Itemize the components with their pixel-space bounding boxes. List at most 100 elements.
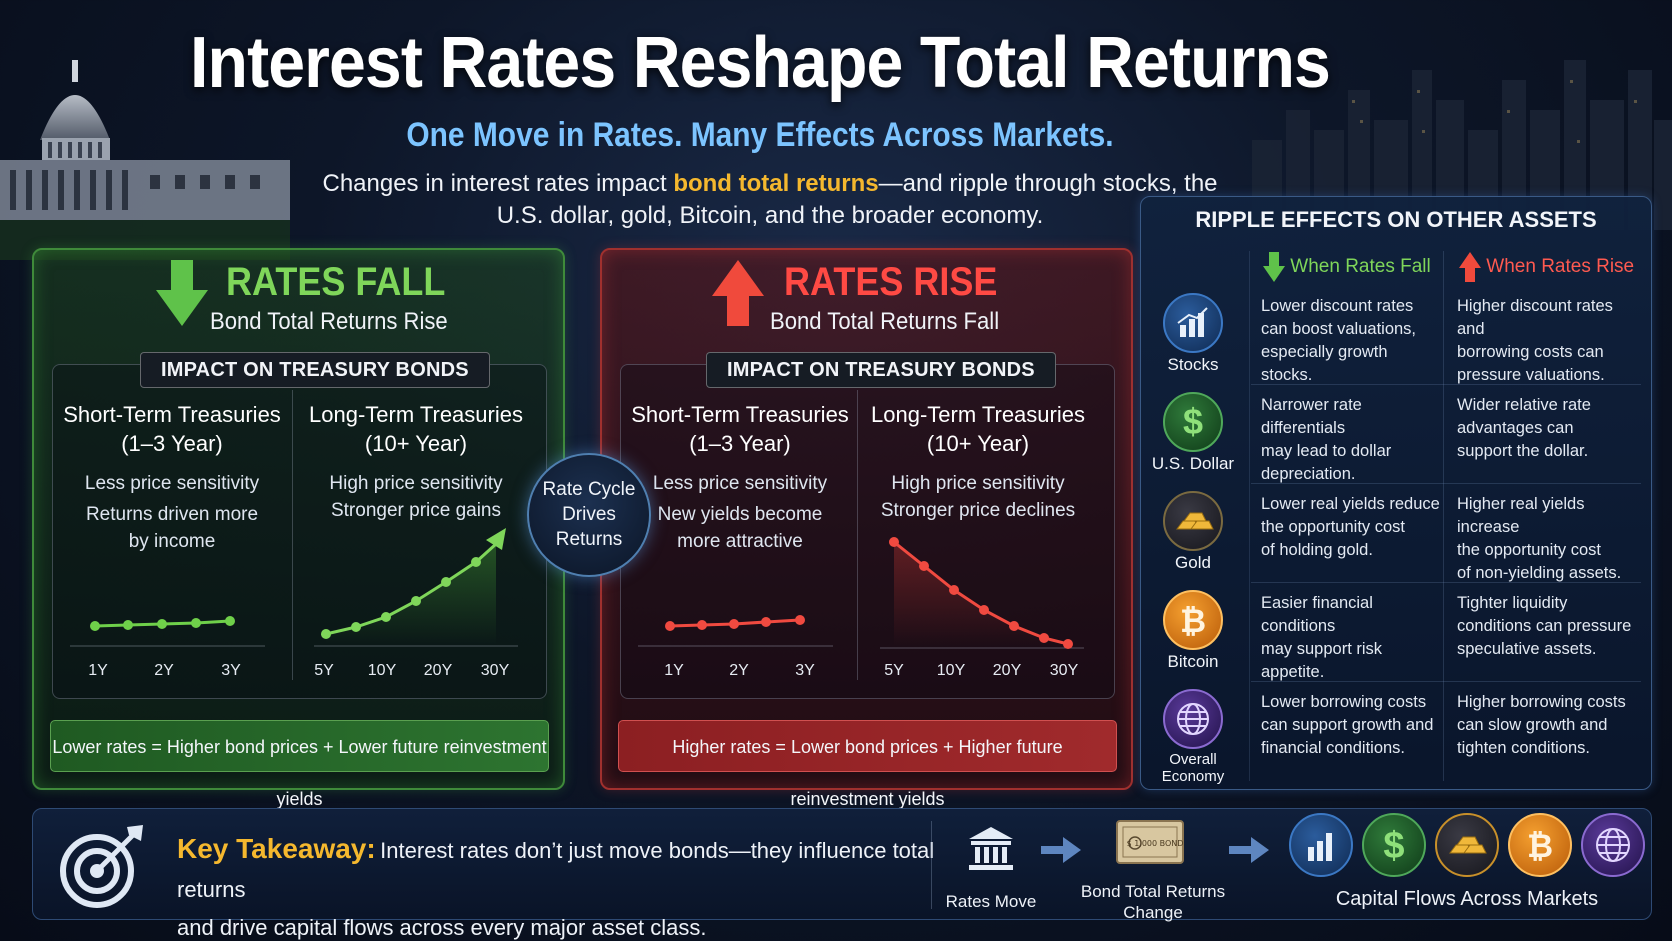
effect-line: speculative assets. — [1457, 640, 1597, 658]
long-term-range: (10+ Year) — [926, 431, 1030, 456]
effect-when-rise: Wider relative rate advantages can suppo… — [1457, 394, 1637, 463]
intro-text-start: Changes in interest rates impact — [322, 170, 674, 197]
axis-tick: 20Y — [992, 662, 1022, 679]
axis-tick: 3Y — [221, 662, 241, 679]
axis-tick: 10Y — [367, 662, 397, 679]
bond-certificate-text: $ 1,000 BOND — [1127, 839, 1184, 848]
long-term-price-chart — [314, 528, 518, 647]
long-term-column: Long-Term Treasuries (10+ Year) High pri… — [296, 400, 536, 524]
column-divider — [1443, 251, 1444, 781]
effect-line: of holding gold. — [1261, 541, 1373, 559]
ripple-row-economy: Overall Economy Lower borrowing costs ca… — [1141, 681, 1651, 785]
asset-label: Gold — [1175, 553, 1211, 572]
flow-step-label: Capital Flows Across Markets — [1335, 888, 1599, 910]
effect-line: financial conditions. — [1261, 739, 1406, 757]
effect-line: appetite. — [1261, 663, 1325, 681]
bar-chart-icon — [1289, 813, 1353, 877]
ripple-row-dollar: $ U.S. Dollar Narrower rate differential… — [1141, 384, 1651, 483]
long-term-price-chart — [880, 537, 1084, 649]
ripple-effects-panel: RIPPLE EFFECTS ON OTHER ASSETS When Rate… — [1140, 196, 1652, 790]
short-term-price-chart — [70, 616, 265, 647]
effect-line: may lead to dollar — [1261, 442, 1392, 460]
long-term-title: Long-Term Treasuries — [871, 402, 1085, 427]
svg-text:$: $ — [1183, 401, 1203, 442]
effect-line: may support risk — [1261, 640, 1383, 658]
column-divider — [292, 390, 293, 680]
takeaway-text: and drive capital flows across every maj… — [177, 915, 707, 940]
effect-line: Narrower rate differentials — [1261, 396, 1362, 437]
long-term-note: High price sensitivity — [329, 473, 503, 494]
effect-line: can support growth and — [1261, 716, 1434, 734]
takeaway-text-block: Key Takeaway: Interest rates don’t just … — [177, 831, 957, 941]
rate-cycle-text: Returns — [555, 529, 623, 550]
effect-when-rise: Higher discount rates and borrowing cost… — [1457, 295, 1637, 387]
short-term-column: Short-Term Treasuries (1–3 Year) Less pr… — [620, 400, 860, 555]
effect-when-fall: Easier financial conditions may support … — [1261, 592, 1441, 684]
effect-when-fall: Lower discount rates can boost valuation… — [1261, 295, 1441, 387]
flow-step-label: Rates Move — [945, 892, 1037, 911]
impact-tag: IMPACT ON TREASURY BONDS — [706, 352, 1056, 388]
effect-line: tighten conditions. — [1457, 739, 1591, 757]
short-term-title: Short-Term Treasuries — [631, 402, 849, 427]
col-head-fall: When Rates Fall — [1263, 249, 1431, 285]
rates-rise-panel: RATES RISE Bond Total Returns Fall IMPAC… — [600, 248, 1133, 809]
bitcoin-icon: ₿ — [1508, 813, 1572, 877]
dollar-icon: $ — [1163, 392, 1223, 452]
short-term-note: New yields become — [657, 504, 823, 525]
rates-fall-title: RATES FALL — [226, 260, 446, 304]
page-title: Interest Rates Reshape Total Returns — [190, 23, 1331, 103]
bank-building-icon — [969, 827, 1013, 870]
effect-line: Tighter liquidity — [1457, 594, 1568, 612]
long-term-range: (10+ Year) — [364, 431, 468, 456]
long-term-note: Stronger price gains — [330, 500, 502, 521]
effect-line: the opportunity cost — [1457, 541, 1602, 559]
axis-tick: 2Y — [729, 662, 749, 679]
svg-text:₿: ₿ — [1527, 827, 1553, 865]
short-term-range: (1–3 Year) — [689, 431, 791, 456]
rates-rise-title: RATES RISE — [784, 260, 998, 304]
row-divider — [1251, 483, 1641, 484]
svg-text:$: $ — [1383, 825, 1404, 867]
divider — [931, 821, 932, 909]
effect-line: Lower discount rates — [1261, 297, 1414, 315]
effect-line: can boost valuations, — [1261, 320, 1417, 338]
column-divider — [1249, 251, 1250, 781]
effect-line: Wider relative rate — [1457, 396, 1591, 414]
short-term-note: Returns driven more — [85, 504, 259, 525]
axis-tick: 30Y — [480, 662, 510, 679]
long-term-title: Long-Term Treasuries — [309, 402, 523, 427]
long-term-note: High price sensitivity — [891, 473, 1065, 494]
intro-highlight: bond total returns — [673, 170, 879, 197]
rate-cycle-text: Rate Cycle — [542, 479, 636, 500]
short-term-range: (1–3 Year) — [121, 431, 223, 456]
page-subtitle: One Move in Rates. Many Effects Across M… — [406, 116, 1114, 154]
effect-line: pressure valuations. — [1457, 366, 1605, 384]
impact-tag: IMPACT ON TREASURY BONDS — [140, 352, 490, 388]
rates-fall-equation: Lower rates = Higher bond prices + Lower… — [50, 720, 549, 809]
rates-rise-equation: Higher rates = Lower bond prices + Highe… — [618, 720, 1117, 809]
rates-rise-subtitle: Bond Total Returns Fall — [770, 308, 1000, 335]
ripple-row-stocks: Stocks Lower discount rates can boost va… — [1141, 285, 1651, 384]
col-head-rise-label: When Rates Rise — [1486, 256, 1635, 277]
effect-line: advantages can — [1457, 419, 1574, 437]
asset-label: Overall Economy — [1161, 751, 1225, 785]
down-arrow-icon — [1263, 251, 1285, 282]
effect-when-fall: Narrower rate differentials may lead to … — [1261, 394, 1441, 486]
effect-when-rise: Higher real yields increase the opportun… — [1457, 493, 1637, 585]
effect-line: Lower real yields reduce — [1261, 495, 1440, 513]
short-term-price-chart — [638, 615, 833, 647]
globe-icon — [1163, 689, 1223, 749]
key-takeaway-bar: Key Takeaway: Interest rates don’t just … — [32, 808, 1652, 940]
effect-line: Easier financial conditions — [1261, 594, 1373, 635]
short-term-note: by income — [128, 531, 216, 552]
effect-line: of non-yielding assets. — [1457, 564, 1622, 582]
intro-text: Changes in interest rates impact bond to… — [300, 168, 1240, 232]
axis-tick: 1Y — [664, 662, 684, 679]
target-icon — [60, 825, 143, 908]
short-term-note: Less price sensitivity — [652, 473, 828, 494]
effect-when-rise: Tighter liquidity conditions can pressur… — [1457, 592, 1637, 661]
effect-when-fall: Lower real yields reduce the opportunity… — [1261, 493, 1441, 562]
effect-line: can slow growth and — [1457, 716, 1608, 734]
flow-step-label: Bond Total Returns Change — [1073, 881, 1233, 923]
effect-line: Higher real yields increase — [1457, 495, 1585, 536]
